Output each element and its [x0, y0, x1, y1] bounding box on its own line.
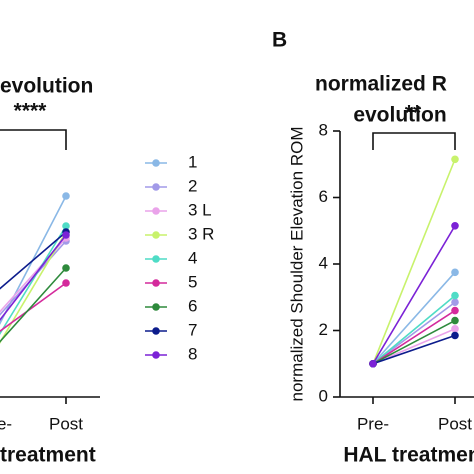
legend-label: 3 R [188, 224, 214, 243]
significance-stars: ** [405, 102, 422, 125]
legend-marker [152, 183, 160, 191]
y-tick-label: 0 [319, 386, 328, 405]
series-line [372, 271, 456, 365]
series-line [0, 195, 67, 326]
legend-marker [152, 327, 160, 335]
panel-label: B [272, 29, 287, 52]
data-point [62, 279, 70, 287]
series-line [372, 319, 456, 365]
legend-label: 1 [188, 152, 197, 171]
legend-label: 8 [188, 344, 197, 363]
x-axis-label: HAL treatmen [343, 444, 474, 467]
series-line [0, 234, 67, 322]
y-tick-label: 4 [319, 253, 328, 272]
data-point [62, 264, 70, 272]
legend-marker [152, 207, 160, 215]
y-tick-label: 8 [319, 120, 328, 139]
significance-stars: **** [14, 100, 48, 123]
data-point [451, 316, 459, 325]
y-axis-label: normalized Shoulder Elevation ROM [287, 127, 306, 402]
data-point [451, 325, 459, 333]
x-axis-label: treatment [0, 444, 96, 467]
data-point [451, 268, 459, 277]
legend-label: 2 [188, 176, 197, 195]
data-point [451, 331, 459, 340]
series-line [0, 267, 67, 343]
x-tick-label: Pre- [357, 414, 389, 433]
data-point [451, 306, 459, 315]
legend-marker [152, 255, 160, 263]
y-tick-label: 6 [319, 187, 328, 206]
x-tick-label: Pre- [0, 414, 12, 433]
series-line [0, 282, 67, 333]
chart-title: evolution [353, 104, 446, 127]
chart-title: evolution [0, 75, 93, 98]
data-point [451, 221, 459, 230]
legend-label: 3 L [188, 200, 212, 219]
data-point [369, 359, 377, 368]
legend-marker [152, 279, 160, 287]
series-line [372, 225, 456, 365]
legend-label: 4 [188, 248, 197, 267]
x-tick-label: Post [438, 414, 472, 433]
chart-title: normalized R [315, 73, 447, 96]
y-tick-label: 2 [319, 320, 328, 339]
data-point [62, 222, 70, 230]
x-tick-label: Post [49, 414, 83, 433]
series-line [372, 328, 456, 365]
series-line [372, 301, 456, 365]
series-line [0, 231, 67, 344]
legend-marker [152, 159, 160, 167]
legend-label: 6 [188, 296, 197, 315]
series-line [372, 309, 456, 365]
data-point [451, 291, 459, 300]
legend-label: 5 [188, 272, 197, 291]
series-line [0, 225, 67, 336]
series-line [372, 158, 456, 365]
series-line [372, 334, 456, 365]
series-line [0, 231, 67, 290]
legend-marker [152, 351, 160, 359]
data-point [451, 155, 459, 164]
significance-bracket [0, 129, 67, 150]
legend-marker [152, 231, 160, 239]
legend-label: 7 [188, 320, 197, 339]
data-point [62, 192, 70, 200]
data-point [62, 231, 70, 239]
data-point [451, 298, 459, 307]
legend-marker [152, 303, 160, 311]
significance-bracket [372, 132, 456, 150]
series-line [372, 294, 456, 365]
